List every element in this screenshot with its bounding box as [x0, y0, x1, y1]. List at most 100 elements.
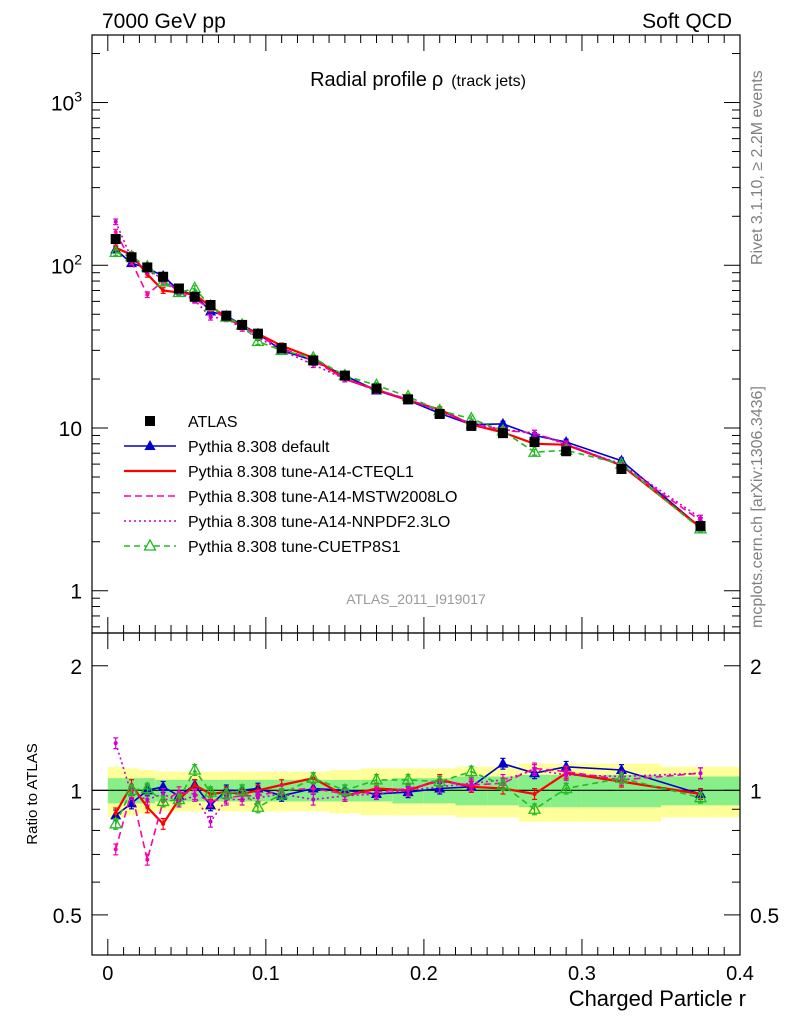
main-ytick-base: 1: [70, 581, 82, 604]
legend-item-1: Pythia 8.308 default: [124, 439, 330, 456]
ratio-series-4: [109, 762, 708, 830]
ratio-point: [113, 847, 118, 852]
main-line-2: [114, 231, 701, 522]
main-point: [142, 262, 153, 273]
legend-item-0: ATLAS: [145, 414, 238, 431]
main-point: [529, 437, 540, 448]
ratio-ytick-label-right: 0.5: [750, 905, 779, 928]
ratio-point: [406, 788, 411, 793]
ratio-point: [113, 811, 118, 816]
main-point: [205, 299, 216, 310]
main-point: [158, 271, 169, 282]
ratio-point: [255, 795, 260, 800]
ratio-ylabel: Ratio to ATLAS: [24, 743, 41, 844]
main-ytick-exponent: 2: [74, 251, 82, 267]
ratio-point: [401, 772, 415, 785]
mcplots-label: mcplots.cern.ch [arXiv:1306.3436]: [749, 386, 766, 628]
ratio-point: [532, 791, 537, 796]
main-point: [173, 283, 184, 294]
ratio-point: [374, 791, 379, 796]
header-left: 7000 GeV pp: [102, 10, 226, 33]
ratio-point: [464, 764, 478, 777]
main-point: [113, 219, 118, 224]
main-series-5: [110, 234, 706, 531]
x-tick-label: 0.4: [726, 963, 754, 985]
ratio-point: [157, 780, 169, 791]
ratio-line-1: [114, 772, 701, 826]
main-point: [126, 252, 137, 263]
ratio-point: [208, 799, 213, 804]
ratio-point: [559, 781, 573, 794]
ratio-frame: [91, 632, 741, 956]
main-ytick-exponent: 3: [74, 89, 82, 105]
main-line-0: [115, 248, 702, 529]
ratio-point: [124, 782, 139, 795]
ratio-uncertainty-bands: [107, 763, 740, 822]
ratio-point: [614, 770, 629, 783]
ratio-point: [176, 790, 181, 795]
ratio-point: [532, 767, 537, 772]
ratio-point: [369, 772, 384, 785]
ratio-point: [208, 819, 213, 824]
ratio-ytick-label-left: 0.5: [53, 905, 82, 928]
ratio-point: [527, 801, 542, 814]
legend-item-2: Pythia 8.308 tune-A14-CTEQL1: [124, 464, 414, 481]
legend-label: ATLAS: [188, 414, 238, 431]
main-ytick-label: 10: [59, 418, 82, 441]
legend-marker: [144, 440, 156, 450]
main-point: [109, 245, 123, 258]
main-point: [237, 319, 248, 330]
ratio-point: [145, 857, 150, 862]
ratio-point: [240, 797, 245, 802]
ratio-point: [192, 793, 197, 798]
ratio-point: [338, 782, 352, 795]
main-point: [252, 328, 263, 339]
main-point: [403, 394, 414, 405]
rivet-label: Rivet 3.1.10, ≥ 2.2M events: [749, 70, 766, 265]
ratio-point: [251, 799, 265, 812]
main-point: [339, 370, 350, 381]
ratio-point: [311, 786, 316, 791]
ratio-point: [161, 821, 166, 826]
ratio-point: [311, 797, 316, 802]
main-ytick-label: 102: [51, 251, 82, 278]
ratio-point: [615, 763, 627, 774]
main-point: [110, 234, 121, 245]
x-tick-label: 0: [102, 963, 113, 985]
ratio-panel: 0.5 0.5 1 1 2 2 0 0.1 0.2 0.3 0.4 Ratio to ATLAS C…: [24, 632, 779, 1011]
ratio-point: [219, 786, 233, 799]
ratio-point: [469, 781, 474, 786]
ratio-point: [306, 770, 320, 783]
header-right: Soft QCD: [642, 10, 732, 33]
ratio-point: [496, 777, 510, 790]
watermark: ATLAS_2011_I919017: [346, 591, 486, 607]
main-point: [113, 230, 118, 235]
main-point: [527, 444, 542, 457]
main-ytick-base: 10: [59, 418, 82, 441]
ratio-point: [235, 782, 249, 795]
legend-item-4: Pythia 8.308 tune-A14-NNPDF2.3LO: [124, 514, 450, 531]
ratio-ytick-label-right: 2: [750, 656, 762, 679]
main-point: [145, 292, 150, 297]
main-point: [221, 310, 232, 321]
legend-item-3: Pythia 8.308 tune-A14-MSTW2008LO: [124, 489, 457, 506]
main-series-1: [113, 244, 703, 531]
ratio-point: [145, 797, 150, 802]
main-point: [698, 515, 703, 520]
main-line-3: [114, 221, 701, 519]
main-point: [371, 383, 382, 394]
legend-marker: [145, 416, 155, 426]
ratio-point: [161, 791, 166, 796]
main-ytick-base: 10: [51, 255, 74, 278]
ratio-line-2: [114, 767, 701, 860]
ratio-point: [172, 792, 186, 805]
legend-label: Pythia 8.308 tune-A14-MSTW2008LO: [188, 489, 457, 506]
ratio-point: [113, 741, 118, 746]
legend-marker: [143, 538, 157, 551]
main-point: [532, 431, 537, 436]
ratio-point: [203, 784, 218, 797]
main-point: [189, 291, 200, 302]
ratio-line-0: [115, 762, 701, 817]
